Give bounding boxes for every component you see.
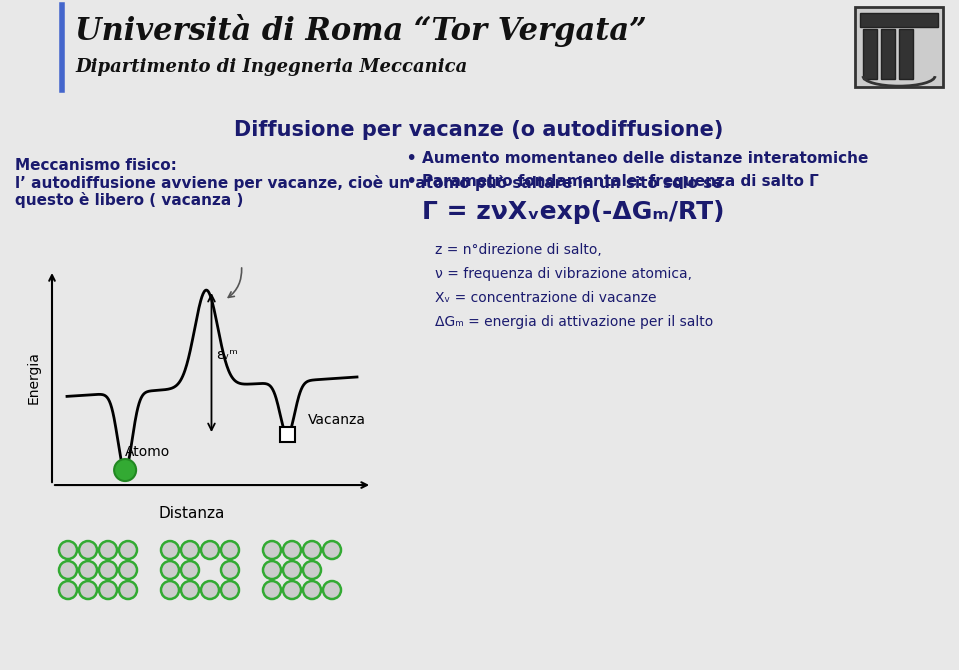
Circle shape: [161, 581, 179, 599]
Circle shape: [161, 541, 179, 559]
Text: Atomo: Atomo: [125, 445, 170, 459]
Circle shape: [221, 561, 239, 579]
Text: Parametro fondamentale: frequenza di salto Γ: Parametro fondamentale: frequenza di sal…: [422, 174, 819, 189]
Circle shape: [283, 561, 301, 579]
Circle shape: [59, 561, 77, 579]
Circle shape: [323, 581, 341, 599]
Text: Università di Roma “Tor Vergata”: Università di Roma “Tor Vergata”: [75, 13, 646, 46]
Circle shape: [59, 581, 77, 599]
Bar: [899, 29, 913, 79]
Text: Γ = zνXᵥexp(-ΔGₘ/RT): Γ = zνXᵥexp(-ΔGₘ/RT): [422, 200, 724, 224]
Bar: [881, 29, 895, 79]
Text: Distanza: Distanza: [159, 506, 225, 521]
Circle shape: [221, 541, 239, 559]
Circle shape: [79, 561, 97, 579]
Text: Aumento momentaneo delle distanze interatomiche: Aumento momentaneo delle distanze intera…: [422, 151, 869, 165]
Circle shape: [201, 581, 219, 599]
Circle shape: [323, 541, 341, 559]
Circle shape: [119, 561, 137, 579]
Text: ν = frequenza di vibrazione atomica,: ν = frequenza di vibrazione atomica,: [435, 267, 692, 281]
Circle shape: [201, 541, 219, 559]
Circle shape: [263, 541, 281, 559]
Circle shape: [181, 561, 199, 579]
Circle shape: [181, 541, 199, 559]
Bar: [863, 29, 877, 79]
Circle shape: [161, 561, 179, 579]
Circle shape: [263, 561, 281, 579]
Circle shape: [303, 581, 321, 599]
Text: Diffusione per vacanze (o autodiffusione): Diffusione per vacanze (o autodiffusione…: [234, 120, 724, 140]
Circle shape: [221, 581, 239, 599]
Circle shape: [119, 581, 137, 599]
Text: Xᵥ = concentrazione di vacanze: Xᵥ = concentrazione di vacanze: [435, 291, 657, 305]
Text: •: •: [405, 149, 416, 168]
Bar: [860, 13, 938, 27]
Circle shape: [263, 581, 281, 599]
Text: questo è libero ( vacanza ): questo è libero ( vacanza ): [15, 192, 244, 208]
Text: z = n°direzione di salto,: z = n°direzione di salto,: [435, 243, 601, 257]
Text: Meccanismo fisico:: Meccanismo fisico:: [15, 157, 176, 173]
Text: Vacanza: Vacanza: [308, 413, 366, 427]
Text: Dipartimento di Ingegneria Meccanica: Dipartimento di Ingegneria Meccanica: [75, 58, 467, 76]
Text: l’ autodiffusione avviene per vacanze, cioè un atomo può saltare in un sito solo: l’ autodiffusione avviene per vacanze, c…: [15, 175, 723, 191]
Text: εᵥᵐ: εᵥᵐ: [217, 348, 238, 362]
Circle shape: [181, 581, 199, 599]
Text: •: •: [405, 172, 416, 191]
Circle shape: [303, 561, 321, 579]
Circle shape: [59, 541, 77, 559]
Bar: [855, 7, 943, 87]
Circle shape: [283, 541, 301, 559]
Circle shape: [119, 541, 137, 559]
Circle shape: [99, 541, 117, 559]
Circle shape: [114, 459, 136, 481]
Circle shape: [79, 581, 97, 599]
Circle shape: [79, 541, 97, 559]
Text: ΔGₘ = energia di attivazione per il salto: ΔGₘ = energia di attivazione per il salt…: [435, 315, 713, 329]
Text: Energia: Energia: [27, 351, 41, 404]
Circle shape: [99, 581, 117, 599]
Circle shape: [283, 581, 301, 599]
Circle shape: [303, 541, 321, 559]
Bar: [280, 427, 294, 442]
Circle shape: [99, 561, 117, 579]
